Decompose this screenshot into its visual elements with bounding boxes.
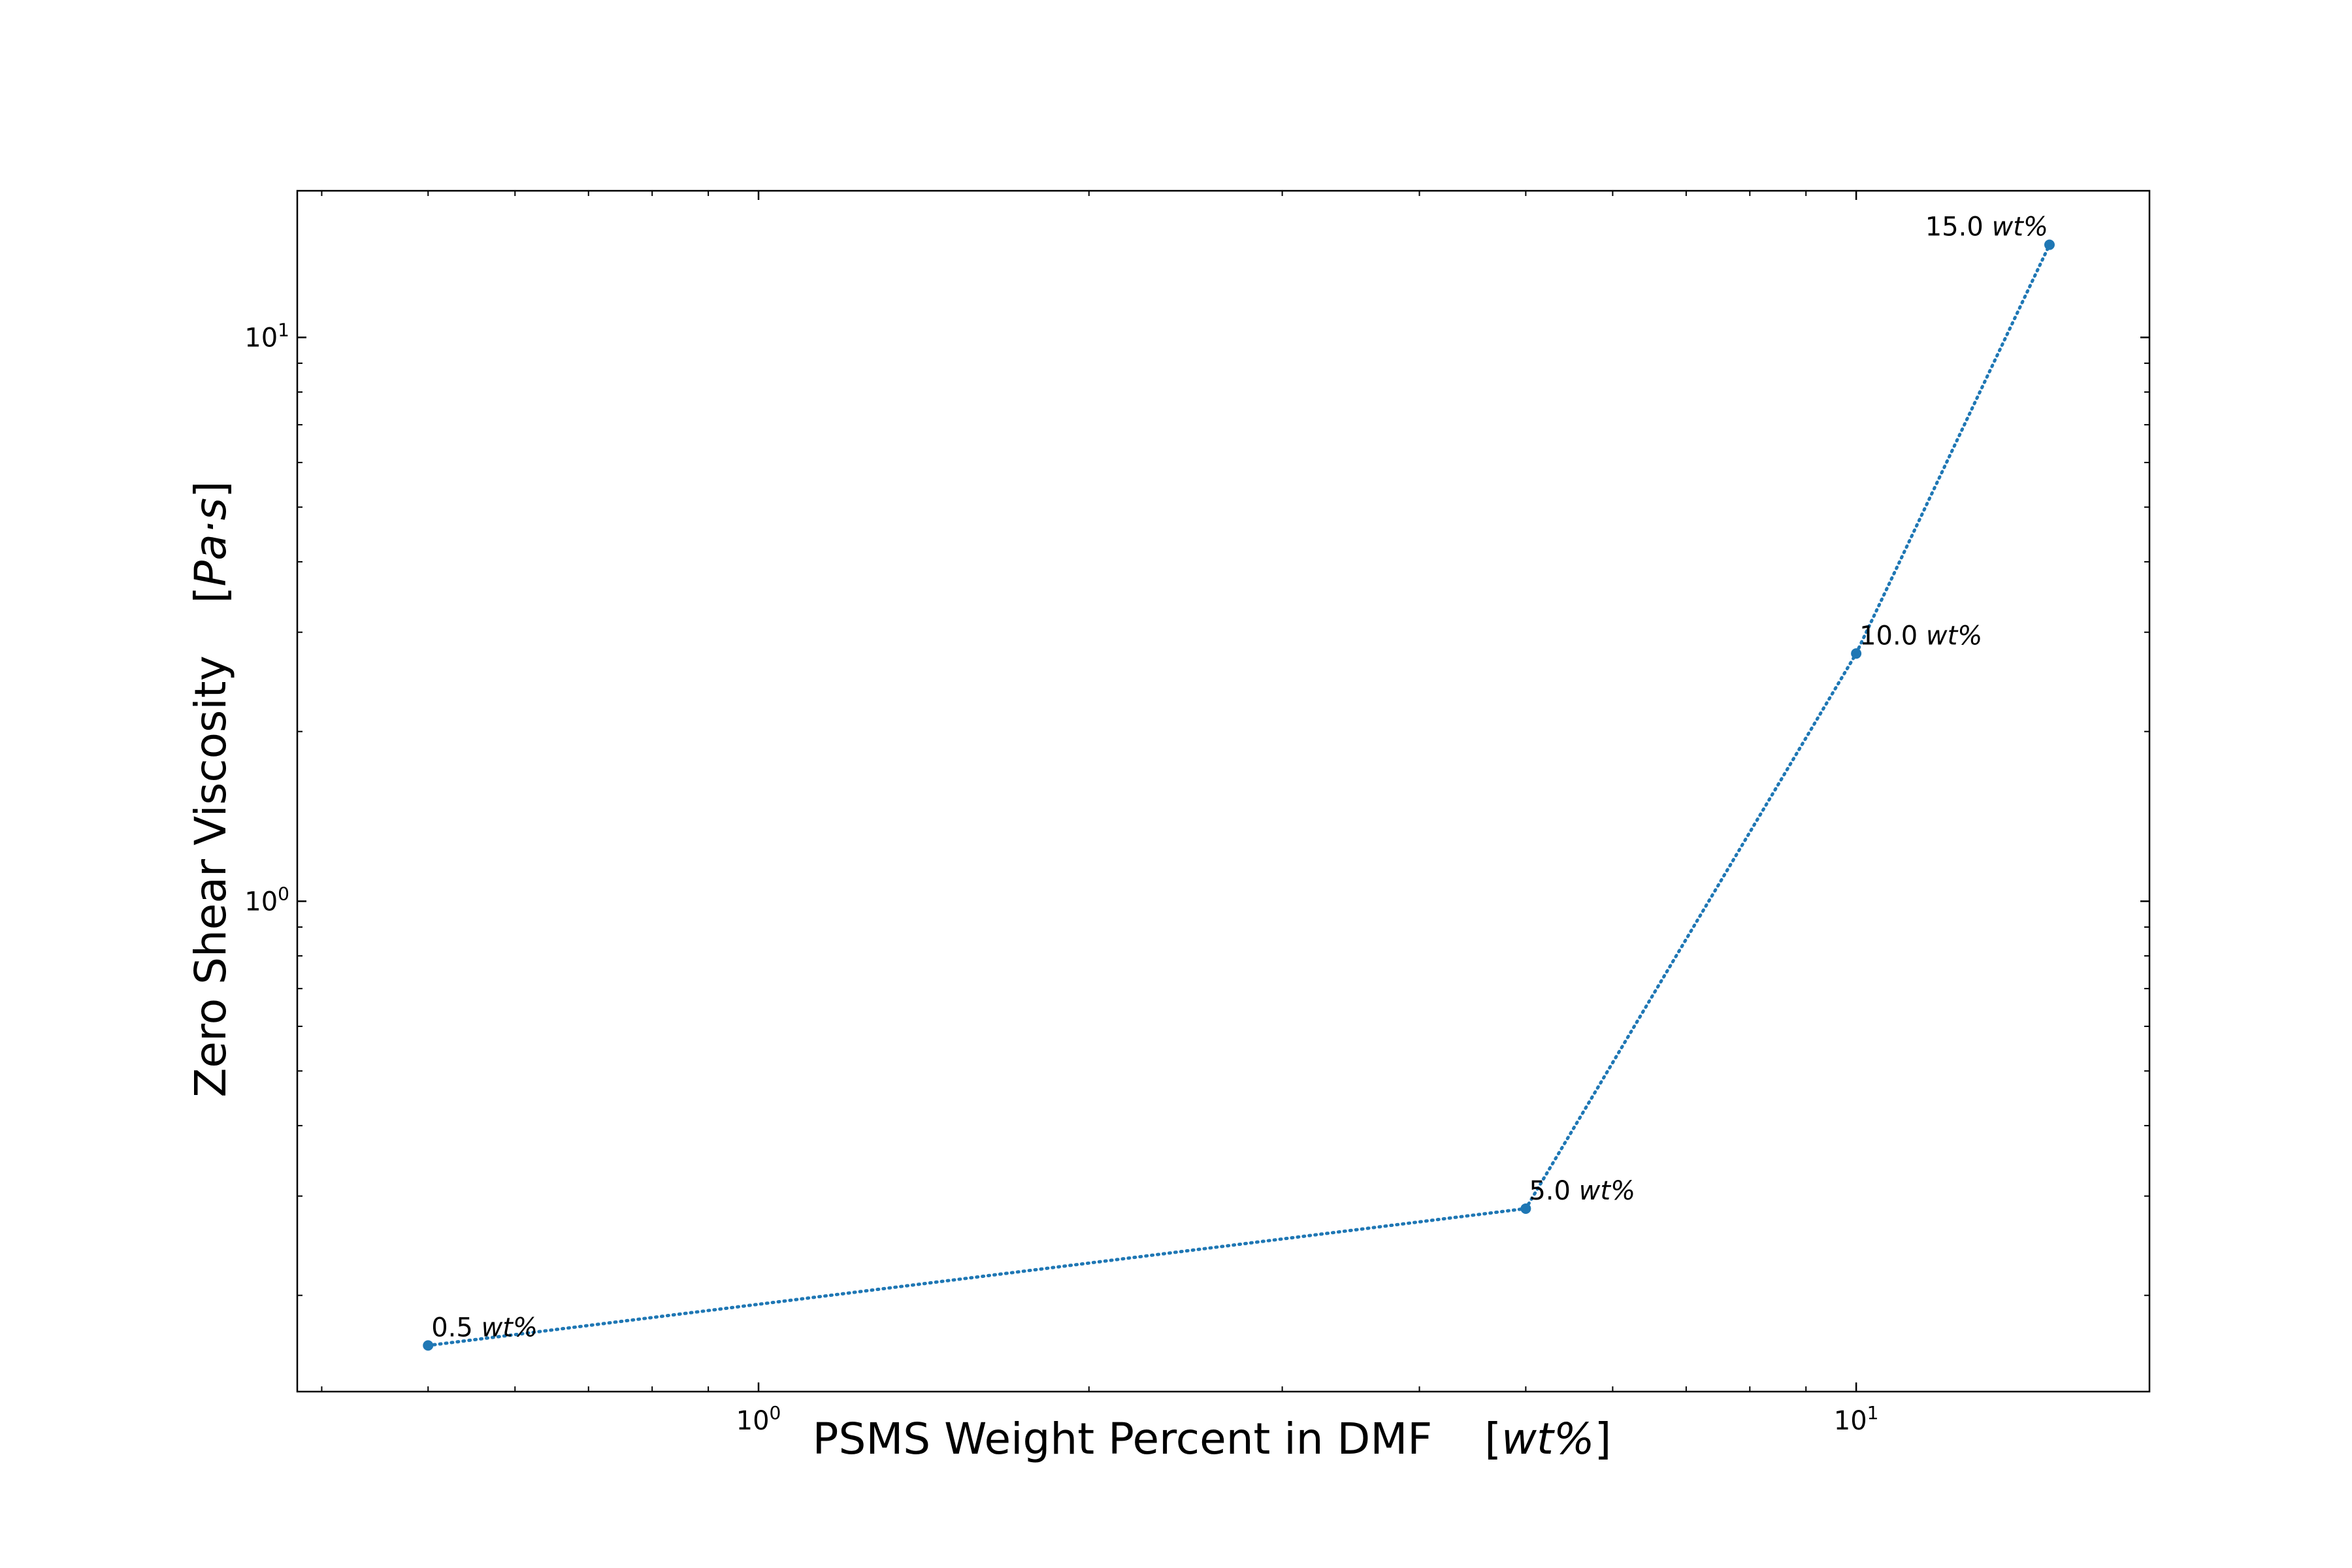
data-point [423, 1340, 434, 1351]
x-axis-label: PSMS Weight Percent in DMF [wt%] [813, 1414, 1612, 1464]
point-label: 10.0 wt% [1859, 621, 1982, 651]
tick-labels: 100 101 100 101 [244, 319, 1878, 1436]
x-axis-label-unit: wt% [1501, 1414, 1595, 1464]
x-axis-label-main: PSMS Weight Percent in DMF [813, 1414, 1433, 1464]
data-point [2044, 239, 2055, 250]
y-tick-label: 101 [244, 319, 289, 353]
y-tick-label: 100 [244, 883, 289, 917]
point-label: 5.0 wt% [1529, 1176, 1635, 1206]
point-label: 0.5 wt% [431, 1313, 538, 1343]
point-label: 15.0 wt% [1925, 212, 2048, 242]
data-point [1520, 1203, 1531, 1214]
x-tick-label: 101 [1834, 1402, 1879, 1436]
y-axis-label: Zero Shear Viscosity[Pa·s] [186, 481, 236, 1098]
axis-ticks [297, 191, 2149, 1392]
series-line [426, 243, 2051, 1347]
y-axis-label-main: Zero Shear Viscosity [186, 655, 236, 1098]
plot-frame [296, 189, 2151, 1393]
data-point [1851, 648, 1862, 659]
data-series [423, 239, 2055, 1351]
y-axis-label-unit: Pa·s [186, 498, 236, 587]
x-tick-label: 100 [736, 1402, 781, 1436]
point-annotations: 0.5 wt% 5.0 wt% 10.0 wt% 15.0 wt% [431, 212, 2048, 1343]
